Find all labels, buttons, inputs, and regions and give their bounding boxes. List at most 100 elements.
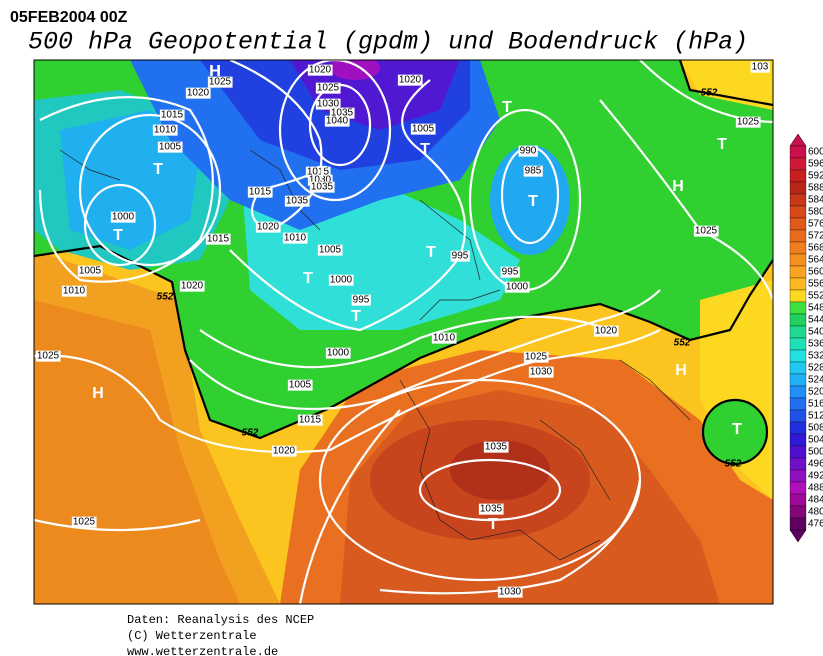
isobar-label: 1005	[289, 380, 312, 391]
pressure-center: T	[488, 516, 498, 533]
pressure-center: T	[717, 136, 727, 153]
isobar-label: 1020	[257, 222, 280, 233]
isobar-label-box	[179, 280, 205, 292]
pressure-center: T	[426, 244, 436, 261]
isobar-label-box	[324, 115, 350, 127]
pressure-center: H	[672, 178, 684, 195]
isobar-label-box	[77, 265, 103, 277]
isobar-label: 103	[752, 62, 769, 73]
colorbar-swatch	[789, 445, 807, 459]
colorbar-label: 600	[808, 147, 823, 158]
colorbar-swatch	[789, 277, 807, 291]
isobar-label-box	[410, 123, 436, 135]
colorbar-swatch	[789, 397, 807, 411]
pressure-center: T	[420, 141, 430, 158]
pressure-center: H	[675, 362, 687, 379]
isobar-label-box	[518, 145, 538, 157]
colorbar-swatch	[789, 337, 807, 351]
isobar-label: 1005	[159, 142, 182, 153]
colorbar-label: 588	[808, 183, 823, 194]
isobar-label-box	[431, 332, 457, 344]
colorbar-label: 560	[808, 267, 823, 278]
isobar-label-box	[328, 274, 354, 286]
colorbar-swatch	[789, 217, 807, 231]
isobar-label: 1000	[112, 212, 135, 223]
colorbar-label: 520	[808, 387, 823, 398]
colorbar-label: 592	[808, 171, 823, 182]
colorbar-label: 544	[808, 315, 823, 326]
isobar-label: 995	[353, 295, 370, 306]
colorbar-label: 476	[808, 519, 823, 530]
isobar-label-box	[247, 186, 273, 198]
isobar-label-box	[351, 294, 371, 306]
isobar-label-box	[110, 211, 136, 223]
colorbar-label: 516	[808, 399, 823, 410]
isobar-label-box	[305, 166, 331, 178]
footer-line: (C) Wetterzentrale	[127, 629, 257, 643]
isobar-label-box	[157, 141, 183, 153]
isobar-label: 1020	[187, 88, 210, 99]
colorbar-label: 488	[808, 483, 823, 494]
colorbar-swatch	[789, 229, 807, 243]
pressure-center: T	[317, 164, 327, 181]
title: 500 hPa Geopotential (gpdm) und Bodendru…	[28, 28, 748, 57]
map-frame	[33, 59, 774, 605]
isobar-label-box	[693, 225, 719, 237]
colorbar-label: 596	[808, 159, 823, 170]
isobar-label: 1025	[317, 83, 340, 94]
isobar-label: 985	[525, 166, 542, 177]
isobar-label: 1000	[330, 275, 353, 286]
pressure-center: H	[209, 63, 221, 80]
colorbar-swatch	[789, 505, 807, 519]
colorbar-swatch	[789, 169, 807, 183]
isobar-label-box	[255, 221, 281, 233]
isobar-label: 1025	[209, 77, 232, 88]
isobar-label: 1035	[286, 196, 309, 207]
colorbar-label: 580	[808, 207, 823, 218]
colorbar-label: 484	[808, 495, 823, 506]
colorbar-swatch	[789, 205, 807, 219]
footer-line: www.wetterzentrale.de	[127, 645, 278, 656]
isobar-label-box	[271, 445, 297, 457]
colorbar-swatch	[789, 157, 807, 171]
isobar-label: 1010	[154, 125, 177, 136]
isobar-label-box	[329, 107, 355, 119]
isobar-label-box	[307, 64, 333, 76]
isobar-label: 995	[452, 251, 469, 262]
map-field	[34, 60, 773, 604]
isobar-label-box	[735, 116, 761, 128]
colorbar-label: 504	[808, 435, 823, 446]
isobar-label-box	[71, 516, 97, 528]
isobar-label: 1000	[506, 282, 529, 293]
isobar-label: 1000	[327, 348, 350, 359]
colorbar-label: 564	[808, 255, 823, 266]
pressure-center: H	[209, 63, 221, 80]
colorbar-swatch	[789, 289, 807, 303]
isobar-label: 995	[502, 267, 519, 278]
isobar-label: 1020	[309, 65, 332, 76]
colorbar-swatch	[789, 433, 807, 447]
isobar-label-box	[497, 586, 523, 598]
isobar-label: 1015	[249, 187, 272, 198]
colorbar-swatch	[789, 325, 807, 339]
isobar-label-box	[205, 233, 231, 245]
isobar-label: 1020	[595, 326, 618, 337]
isobar-label: 1025	[695, 226, 718, 237]
isobar-label-box	[750, 61, 770, 73]
colorbar-swatch	[789, 373, 807, 387]
isobar-label: 990	[520, 146, 537, 157]
isobar-label: 1030	[530, 367, 553, 378]
isobar-label: 1040	[326, 116, 349, 127]
height-label: 552	[674, 338, 691, 349]
height-label: 552	[701, 88, 718, 99]
colorbar-swatch	[789, 481, 807, 495]
colorbar-label: 512	[808, 411, 823, 422]
colorbar-swatch	[789, 409, 807, 423]
colorbar-label: 576	[808, 219, 823, 230]
isobar-label-box	[207, 76, 233, 88]
colorbar-swatch	[789, 349, 807, 363]
colorbar-swatch	[789, 313, 807, 327]
isobar-label: 1015	[307, 167, 330, 178]
pressure-center: T	[351, 308, 361, 325]
